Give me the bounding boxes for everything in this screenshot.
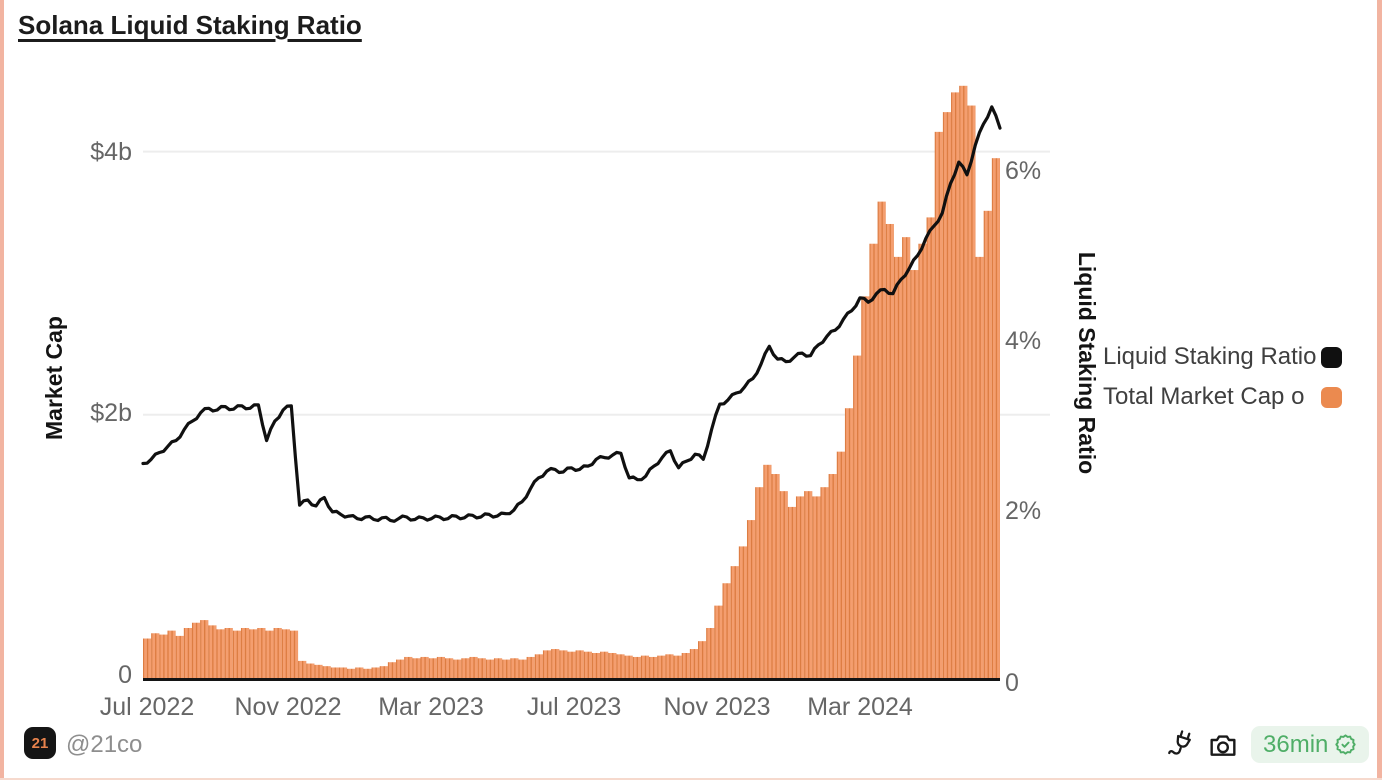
freshness-badge[interactable]: 36min — [1251, 726, 1370, 763]
y-right-tick-0: 0 — [1005, 669, 1019, 697]
y-left-tick-0: 0 — [118, 661, 132, 689]
x-tick-nov-2022: Nov 2022 — [234, 693, 342, 721]
legend-item-total-market-cap[interactable]: Total Market Cap o — [1103, 377, 1342, 417]
legend-marker-line-icon — [1321, 346, 1342, 368]
legend-item-liquid-staking-ratio[interactable]: Liquid Staking Ratio — [1103, 337, 1342, 377]
21co-logo[interactable]: 21 — [24, 727, 56, 759]
freshness-duration: 36min — [1263, 730, 1329, 758]
bar-series-total-market-cap — [143, 85, 1000, 679]
y-left-tick-2b: $2b — [90, 399, 132, 427]
x-tick-nov-2023: Nov 2023 — [663, 693, 771, 721]
x-tick-jul-2022: Jul 2022 — [99, 693, 195, 721]
card-border-bottom — [0, 778, 1382, 780]
y-left-tick-4b: $4b — [90, 138, 132, 166]
legend-label: Liquid Staking Ratio — [1103, 343, 1316, 370]
plug-icon[interactable] — [1166, 728, 1198, 760]
x-tick-mar-2024: Mar 2024 — [807, 693, 913, 721]
y-right-tick-6: 6% — [1005, 157, 1042, 185]
y-left-axis-title: Market Cap — [41, 316, 67, 440]
21co-logo-text: 21 — [31, 734, 49, 752]
y-right-axis-title: Liquid Staking Ratio — [1074, 251, 1100, 475]
x-tick-jul-2023: Jul 2023 — [526, 693, 622, 721]
chart-legend: Liquid Staking Ratio Total Market Cap o — [1103, 337, 1342, 417]
legend-label: Total Market Cap o — [1103, 383, 1305, 410]
y-right-tick-2: 2% — [1005, 497, 1042, 525]
card-border-left — [0, 0, 4, 780]
x-tick-mar-2023: Mar 2023 — [378, 693, 484, 721]
author-handle[interactable]: @21co — [66, 731, 143, 758]
card-border-right — [1377, 0, 1382, 780]
camera-icon[interactable] — [1207, 730, 1239, 762]
line-series-liquid-staking-ratio — [141, 105, 1002, 523]
page-title[interactable]: Solana Liquid Staking Ratio — [18, 10, 362, 40]
verified-seal-icon — [1335, 734, 1357, 755]
y-right-tick-4: 4% — [1005, 327, 1042, 355]
legend-marker-bar-icon — [1321, 386, 1342, 408]
